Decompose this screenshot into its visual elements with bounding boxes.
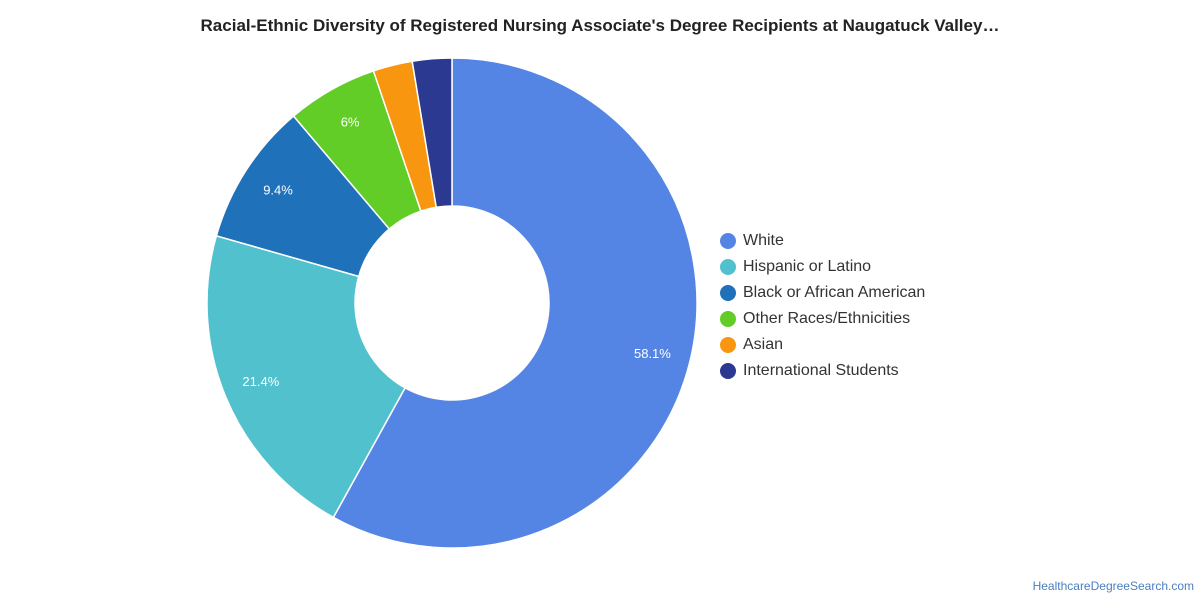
- legend-swatch: [720, 233, 736, 249]
- legend-item-hispanic-or-latino[interactable]: Hispanic or Latino: [720, 254, 925, 280]
- legend-label: White: [743, 232, 784, 249]
- legend-swatch: [720, 363, 736, 379]
- donut-slice-international-students[interactable]: [411, 57, 453, 209]
- slice-value-label: 58.1%: [634, 346, 671, 361]
- legend-label: Other Races/Ethnicities: [743, 310, 911, 327]
- legend-label: Asian: [743, 336, 784, 353]
- legend-item-other-races-ethnicities[interactable]: Other Races/Ethnicities: [720, 306, 925, 332]
- legend-label: Black or African American: [743, 284, 926, 301]
- slice-value-label: 9.4%: [263, 182, 293, 197]
- legend-swatch: [720, 259, 736, 275]
- chart-title: Racial-Ethnic Diversity of Registered Nu…: [200, 16, 1000, 35]
- legend-label: International Students: [743, 362, 899, 379]
- legend-swatch: [720, 285, 736, 301]
- donut-slice-white[interactable]: [332, 57, 698, 549]
- legend-item-white[interactable]: White: [720, 228, 925, 254]
- slice-value-label: 6%: [341, 114, 360, 129]
- slice-value-label: 21.4%: [242, 374, 279, 389]
- legend-item-black-or-african-american[interactable]: Black or African American: [720, 280, 925, 306]
- chart-legend: White Hispanic or Latino Black or African …: [720, 228, 925, 384]
- donut-slice-hispanic-or-latino[interactable]: [206, 234, 407, 519]
- legend-swatch: [720, 337, 736, 353]
- donut-slice-black-or-african-american[interactable]: [215, 115, 391, 278]
- legend-swatch: [720, 311, 736, 327]
- source-link[interactable]: HealthcareDegreeSearch.com: [1032, 579, 1194, 593]
- legend-item-asian[interactable]: Asian: [720, 332, 925, 358]
- legend-item-international-students[interactable]: International Students: [720, 358, 925, 384]
- legend-label: Hispanic or Latino: [743, 258, 872, 275]
